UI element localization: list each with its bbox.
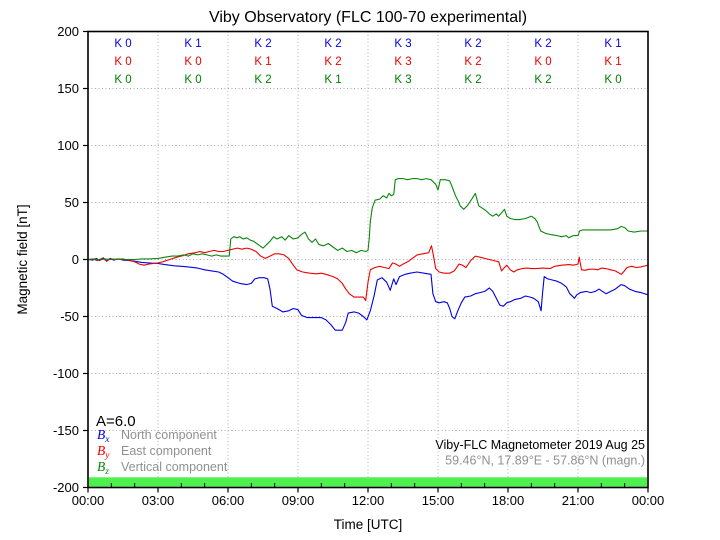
k-index-bz-block3: K 2 [254,74,271,86]
y-axis-label: Magnetic field [nT] [15,204,30,314]
y-tick-label: -200 [53,480,79,495]
x-tick-label: 00:00 [72,493,105,508]
x-tick-label: 03:00 [142,493,175,508]
k-index-bx-block5: K 3 [394,38,411,50]
y-tick-label: -150 [53,423,79,438]
x-tick-label: 00:00 [632,493,665,508]
x-tick-label: 12:00 [352,493,385,508]
legend-symbol-x: Bx [97,427,110,445]
x-tick-label: 15:00 [422,493,455,508]
k-index-bx-block2: K 1 [184,38,201,50]
series-line-by [87,245,649,302]
k-index-bz-block5: K 3 [394,74,411,86]
legend-label-x: North component [121,428,217,442]
y-tick-label: 100 [57,138,79,153]
k-index-bx-block4: K 2 [324,38,341,50]
credit-line-2: 59.46°N, 17.89°E - 57.86°N (magn.) [445,454,645,468]
k-index-bx-block7: K 2 [534,38,551,50]
availability-bar-layer [89,477,647,487]
y-tick-label: 0 [72,252,79,267]
plot-border [87,30,649,489]
series-layer [87,178,649,331]
a-index-annotation: A=6.0 [96,413,136,430]
k-index-by-block8: K 1 [604,56,621,68]
legend-label-y: East component [121,444,212,458]
k-index-bx-block3: K 2 [254,38,271,50]
k-index-bx-block8: K 1 [604,38,621,50]
grid-layer [88,31,648,488]
x-tick-label: 09:00 [282,493,315,508]
k-index-bz-block8: K 0 [604,74,621,86]
k-index-bz-block7: K 2 [534,74,551,86]
k-index-by-block1: K 0 [114,56,131,68]
chart-title: Viby Observatory (FLC 100-70 experimenta… [209,9,527,26]
k-index-by-block6: K 2 [464,56,481,68]
legend-label-z: Vertical component [121,460,228,474]
legend-layer: Bx North component By East component Bz Verti… [97,427,228,477]
k-index-layer: K 0 K 1 K 2 K 2 K 3 K 2 K 2 K 1 K 0 K 0 K 1 K 2 K 3 K… [114,38,621,86]
legend-symbol-y: By [97,443,110,461]
k-index-by-block4: K 2 [324,56,341,68]
y-tick-label: 200 [57,24,79,39]
k-index-bz-block4: K 1 [324,74,341,86]
k-index-bx-block1: K 0 [114,38,131,50]
k-index-bz-block6: K 2 [464,74,481,86]
series-line-bz [87,178,648,261]
y-tick-label: -50 [60,309,79,324]
y-tick-label: 150 [57,81,79,96]
series-line-bx [87,257,649,331]
k-index-bx-block6: K 2 [464,38,481,50]
legend-symbol-z: Bz [97,459,109,477]
y-tick-label: -100 [53,366,79,381]
k-index-bz-block1: K 0 [114,74,131,86]
y-tick-label: 50 [65,195,79,210]
k-index-by-block7: K 0 [534,56,551,68]
data-availability-bar [89,477,647,487]
k-index-by-block2: K 0 [184,56,201,68]
x-axis-label: Time [UTC] [334,517,403,532]
x-tick-label: 06:00 [212,493,245,508]
k-index-by-block3: K 1 [254,56,271,68]
x-tick-label: 21:00 [562,493,595,508]
credit-line-1: Viby-FLC Magnetometer 2019 Aug 25 [435,438,645,452]
k-index-by-block5: K 3 [394,56,411,68]
x-tick-label: 18:00 [492,493,525,508]
k-index-bz-block2: K 0 [184,74,201,86]
